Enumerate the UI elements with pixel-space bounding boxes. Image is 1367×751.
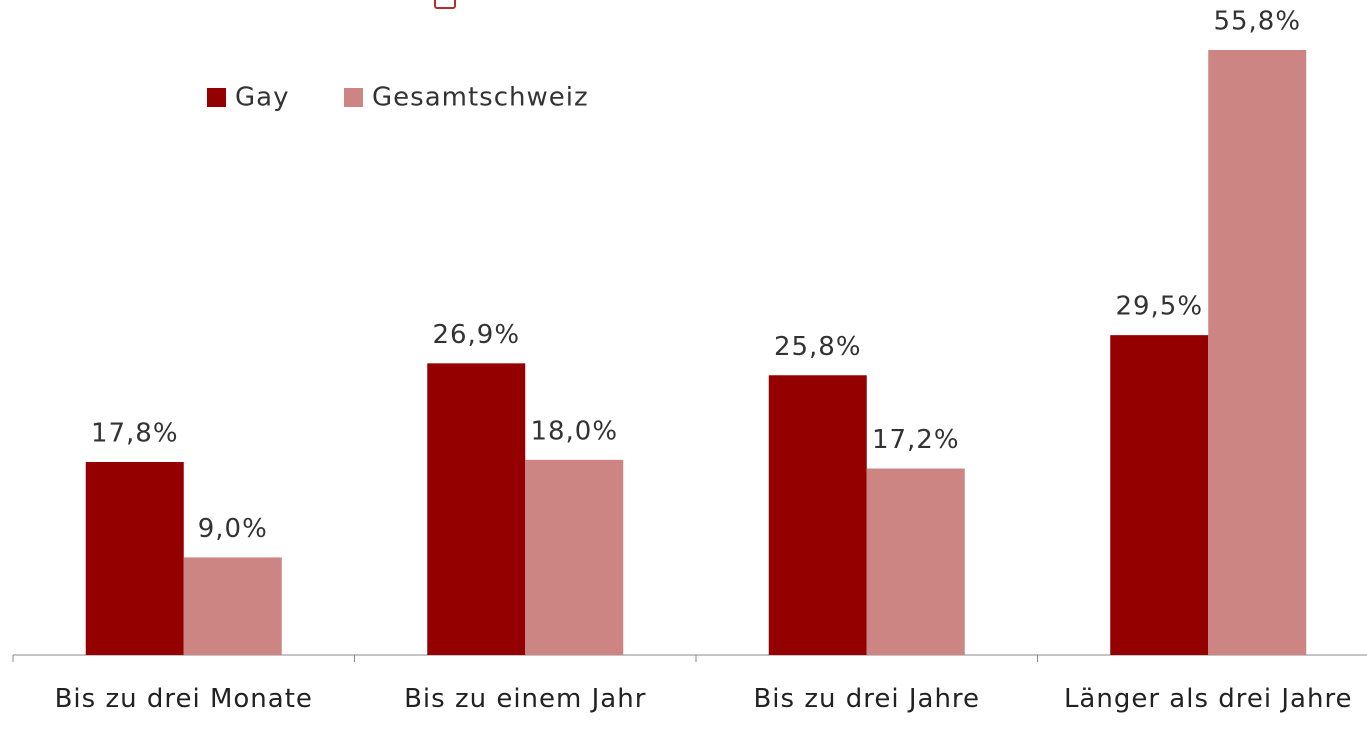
bar (866, 468, 965, 655)
data-label: 17,8% (91, 419, 179, 449)
bar (427, 363, 526, 655)
x-tick-label: Länger als drei Jahre (1063, 684, 1353, 714)
data-label: 25,8% (774, 332, 862, 362)
data-label: 55,8% (1213, 7, 1301, 37)
legend-fragment (434, 0, 456, 9)
x-tick-label: Bis zu einem Jahr (404, 684, 647, 714)
x-tick-label: Bis zu drei Monate (54, 684, 313, 714)
legend-swatch (344, 88, 363, 107)
bar (1110, 335, 1209, 655)
data-label: 17,2% (872, 425, 960, 455)
legend-swatch (207, 88, 226, 107)
data-label: 18,0% (530, 416, 618, 446)
bar (768, 375, 867, 655)
data-label: 26,9% (432, 320, 520, 350)
bar (525, 459, 624, 655)
bar (183, 557, 282, 655)
legend-label: Gay (235, 83, 289, 113)
data-label: 9,0% (198, 514, 268, 544)
x-tick-label: Bis zu drei Jahre (753, 684, 981, 714)
legend-label: Gesamtschweiz (372, 83, 589, 113)
bar (1208, 50, 1307, 655)
bar (85, 462, 184, 655)
data-label: 29,5% (1115, 292, 1203, 322)
